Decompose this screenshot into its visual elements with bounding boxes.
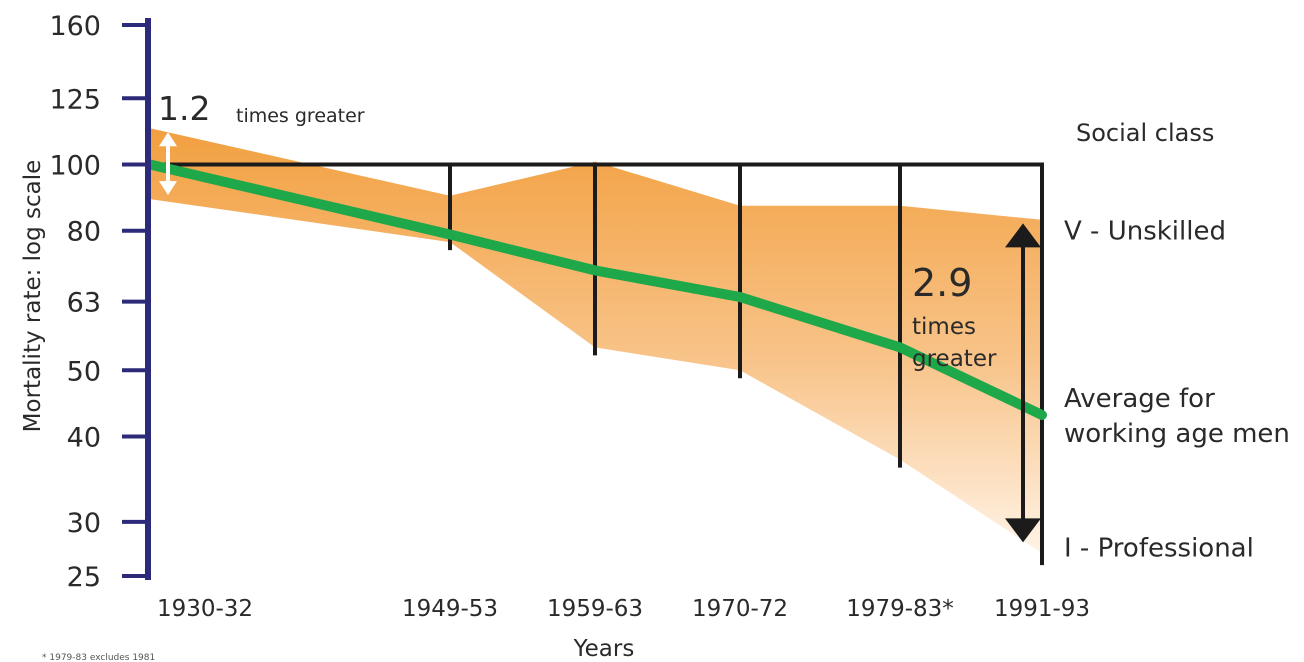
y-tick-label: 40 (67, 422, 101, 453)
legend-title: Social class (1076, 119, 1214, 147)
arrows-group (159, 132, 1041, 543)
x-axis: 1930-32 1949-53 1959-63 1970-72 1979-83* 1991… (157, 596, 1090, 622)
y-tick-label: 63 (67, 288, 101, 319)
x-tick-label: 1970-72 (692, 596, 788, 622)
class-label: Average for (1064, 384, 1215, 414)
y-tick-label: 160 (49, 11, 101, 42)
y-axis: 160 125 100 80 63 50 40 30 25 (49, 11, 151, 593)
y-axis-title: Mortality rate: log scale (20, 160, 46, 433)
right-ratio-text-2: greater (912, 346, 997, 372)
y-tick-label: 30 (67, 508, 101, 539)
x-axis-title: Years (573, 636, 635, 662)
right-ratio-arrow-head-up (1005, 223, 1041, 248)
y-tick-label: 25 (67, 562, 101, 593)
series-group (145, 159, 1047, 420)
average-line (145, 159, 1047, 420)
footnote: * 1979-83 excludes 1981 (42, 653, 155, 662)
x-tick-label: 1949-53 (402, 596, 498, 622)
y-tick-label: 50 (67, 356, 101, 387)
y-tick-label: 125 (49, 84, 101, 115)
average-point (1040, 413, 1044, 417)
class-label: I - Professional (1064, 534, 1254, 564)
class-label: working age men (1064, 419, 1290, 449)
y-tick-label: 100 (49, 151, 101, 182)
x-tick-label: 1959-63 (547, 596, 643, 622)
average-point (448, 232, 452, 237)
x-tick-label: 1979-83* (846, 596, 954, 622)
y-tick-label: 80 (67, 217, 101, 248)
class-label: V - Unskilled (1064, 217, 1226, 247)
right-ratio-arrow-head-down (1005, 518, 1041, 543)
average-point (593, 268, 597, 273)
average-point (898, 345, 902, 350)
frame-group (148, 162, 1044, 566)
left-ratio-text: times greater (236, 105, 365, 127)
x-tick-label: 1930-32 (157, 596, 253, 622)
left-ratio-arrow-head-down (159, 181, 177, 196)
right-ratio-text-1: times (912, 314, 976, 340)
x-tick-label: 1991-93 (994, 596, 1090, 622)
class-labels: V - Unskilled Average for working age men I… (1064, 217, 1290, 564)
right-ratio-value: 2.9 (912, 261, 972, 305)
average-point (738, 295, 742, 299)
left-ratio-value: 1.2 (158, 89, 210, 128)
left-ratio-arrow-head-up (159, 132, 177, 147)
